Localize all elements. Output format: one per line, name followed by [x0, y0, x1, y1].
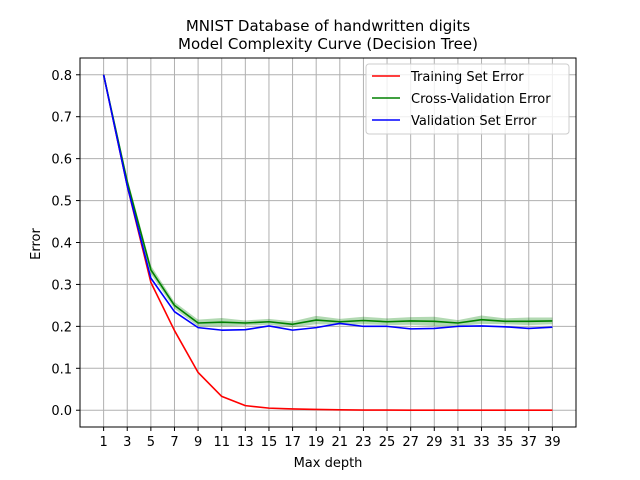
- y-tick-label: 0.2: [51, 320, 72, 335]
- x-tick-label: 3: [123, 435, 131, 450]
- x-tick-label: 21: [332, 435, 349, 450]
- y-tick-label: 0.3: [51, 278, 72, 293]
- x-tick-label: 23: [355, 435, 372, 450]
- series-1-line: [102, 74, 553, 326]
- series-0-line: [102, 74, 553, 411]
- chart-title-line-1: MNIST Database of handwritten digits: [186, 17, 470, 35]
- y-tick-label: 0.4: [51, 237, 72, 252]
- x-tick-label: 11: [213, 435, 230, 450]
- legend-label-1: Cross-Validation Error: [411, 92, 551, 107]
- y-axis-label: Error: [29, 228, 44, 260]
- y-tick-label: 0.6: [51, 153, 72, 168]
- y-axis-ticks: 0.0 0.1 0.2 0.3 0.4 0.5 0.6 0.7 0.8: [51, 69, 80, 419]
- y-tick-label: 0.1: [51, 362, 72, 377]
- x-tick-label: 9: [194, 435, 202, 450]
- x-tick-label: 27: [402, 435, 419, 450]
- x-axis-ticks: 1 3 5 7 9 11 13 15 17 19 21 23 25 27 29 31 33 35 37 39: [99, 427, 561, 450]
- y-tick-label: 0.8: [51, 69, 72, 84]
- grid: [80, 58, 576, 427]
- x-tick-label: 33: [473, 435, 490, 450]
- x-tick-label: 29: [426, 435, 443, 450]
- x-tick-label: 35: [497, 435, 514, 450]
- y-tick-label: 0.5: [51, 195, 72, 210]
- series-lines: [102, 74, 553, 411]
- x-tick-label: 13: [237, 435, 254, 450]
- legend: Training Set Error Cross-Validation Error…: [365, 63, 570, 135]
- legend-box: [365, 63, 570, 135]
- x-tick-label: 37: [520, 435, 537, 450]
- x-tick-label: 31: [450, 435, 467, 450]
- legend-label-0: Training Set Error: [410, 70, 524, 85]
- legend-label-2: Validation Set Error: [411, 114, 537, 129]
- y-tick-label: 0.7: [51, 111, 72, 126]
- x-tick-label: 39: [544, 435, 561, 450]
- x-tick-label: 19: [308, 435, 325, 450]
- series-2-line: [102, 74, 553, 331]
- x-tick-label: 1: [99, 435, 107, 450]
- x-tick-label: 25: [379, 435, 396, 450]
- chart-title-line-2: Model Complexity Curve (Decision Tree): [178, 35, 478, 53]
- x-tick-label: 15: [261, 435, 278, 450]
- x-axis-label: Max depth: [294, 456, 363, 471]
- x-tick-label: 7: [170, 435, 178, 450]
- x-tick-label: 17: [284, 435, 301, 450]
- y-tick-label: 0.0: [51, 404, 72, 419]
- x-tick-label: 5: [147, 435, 155, 450]
